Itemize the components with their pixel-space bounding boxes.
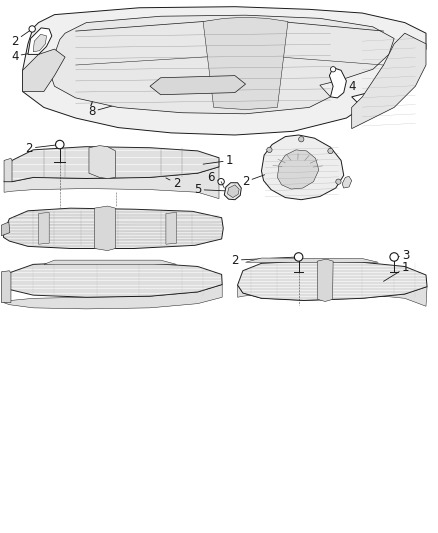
Polygon shape	[317, 259, 333, 302]
Polygon shape	[342, 176, 352, 188]
Circle shape	[56, 140, 64, 149]
Polygon shape	[237, 261, 427, 301]
Polygon shape	[237, 285, 427, 306]
Text: 2: 2	[11, 29, 32, 47]
Circle shape	[299, 136, 304, 142]
Polygon shape	[4, 167, 219, 199]
Polygon shape	[4, 158, 12, 182]
Polygon shape	[4, 147, 219, 182]
Polygon shape	[44, 260, 177, 264]
Polygon shape	[203, 17, 288, 110]
Circle shape	[218, 179, 224, 185]
Polygon shape	[1, 271, 11, 303]
Polygon shape	[39, 213, 49, 244]
Text: 6: 6	[207, 171, 221, 184]
Polygon shape	[23, 7, 426, 135]
Polygon shape	[89, 146, 116, 179]
Polygon shape	[352, 33, 426, 128]
Circle shape	[294, 253, 303, 261]
Polygon shape	[224, 183, 241, 200]
Polygon shape	[227, 185, 239, 198]
Text: 1: 1	[203, 154, 233, 167]
Polygon shape	[33, 34, 46, 52]
Circle shape	[330, 67, 336, 72]
Polygon shape	[49, 15, 394, 114]
Polygon shape	[4, 208, 223, 248]
Circle shape	[29, 26, 35, 32]
Polygon shape	[166, 213, 177, 244]
Circle shape	[336, 179, 341, 184]
Text: 4: 4	[11, 50, 39, 62]
Circle shape	[390, 253, 399, 261]
Text: 4: 4	[335, 80, 356, 93]
Text: 8: 8	[88, 85, 187, 118]
Text: 1: 1	[384, 261, 410, 281]
Polygon shape	[4, 285, 222, 309]
Polygon shape	[4, 262, 222, 297]
Circle shape	[267, 147, 272, 152]
Polygon shape	[28, 28, 52, 54]
Text: 2: 2	[166, 177, 180, 190]
Polygon shape	[246, 258, 378, 262]
Text: 2: 2	[231, 254, 299, 266]
Polygon shape	[261, 135, 344, 200]
Polygon shape	[94, 206, 116, 251]
Polygon shape	[277, 150, 319, 189]
Circle shape	[328, 148, 333, 154]
Polygon shape	[1, 222, 10, 236]
Text: 2: 2	[25, 142, 60, 155]
Polygon shape	[23, 49, 65, 92]
Polygon shape	[329, 68, 346, 98]
Polygon shape	[150, 76, 246, 95]
Text: 7: 7	[88, 85, 150, 109]
Text: 5: 5	[194, 183, 234, 196]
Text: 3: 3	[394, 249, 410, 262]
Text: 2: 2	[242, 175, 265, 188]
